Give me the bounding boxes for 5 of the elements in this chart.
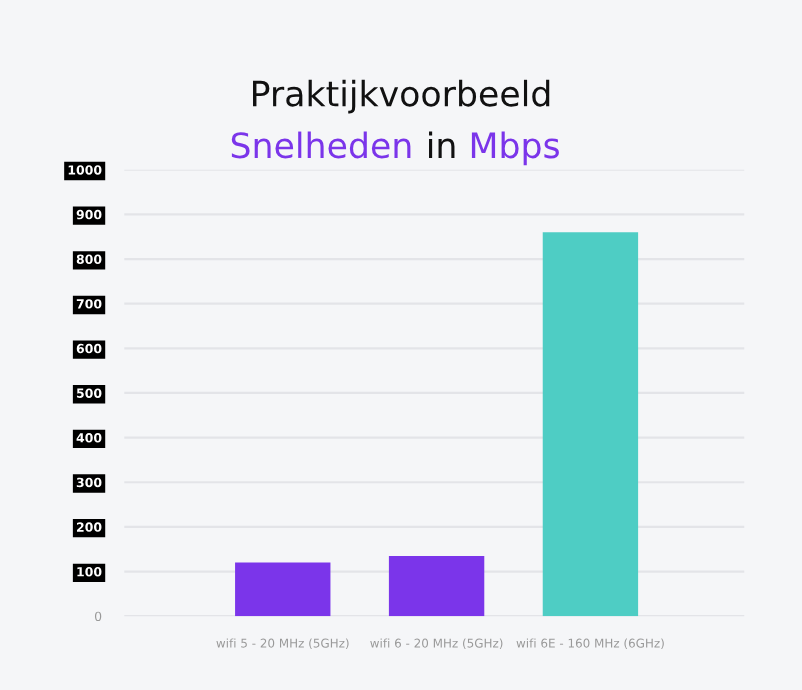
bar [388,555,485,617]
chart-subtitle: Snelheden in Mbps [231,131,559,166]
bar [542,232,639,617]
bar [235,562,331,617]
chart-title: Praktijkvoorbeeld [253,79,550,114]
